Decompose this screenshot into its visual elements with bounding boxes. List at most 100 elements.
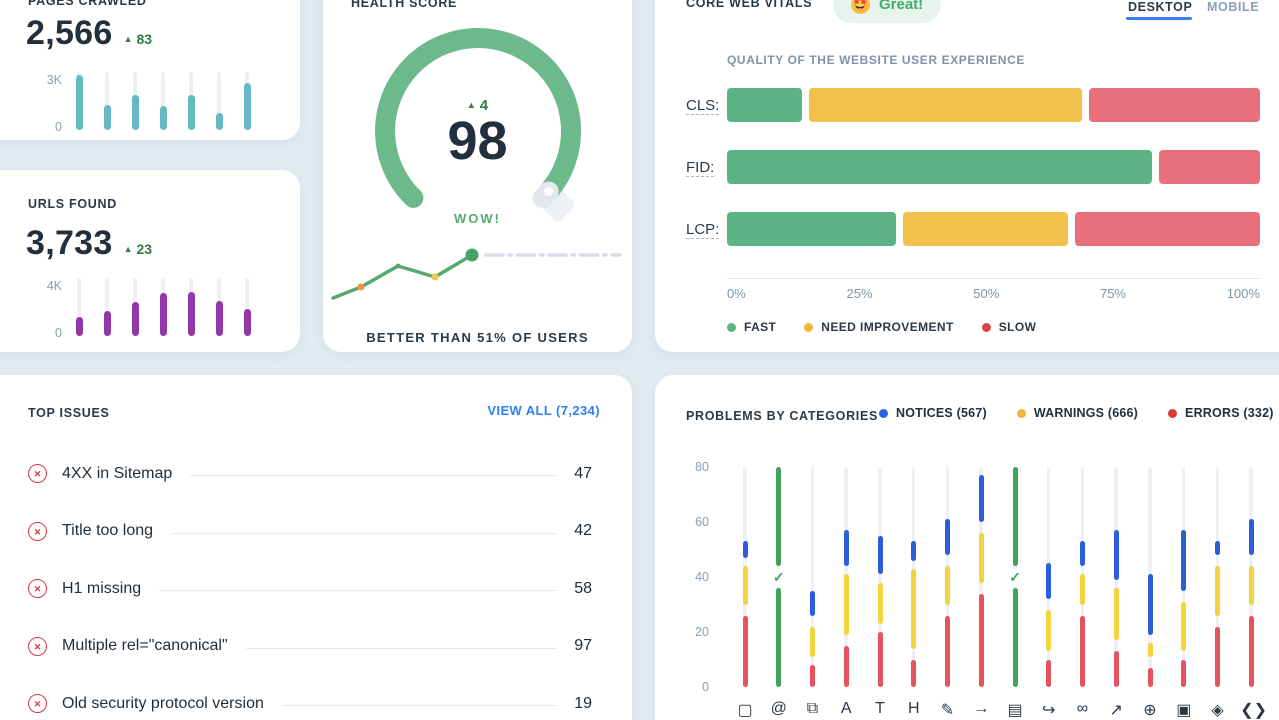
cwv-row: CLS: [686,88,1260,122]
cwv-segment-need-improvement [903,212,1068,246]
file-icon: ▤ [1007,702,1023,719]
issue-row[interactable]: ✕ Title too long 42 [28,503,592,561]
issue-row[interactable]: ✕ H1 missing 58 [28,560,592,618]
cwv-row: FID: [686,150,1260,184]
score-value: 98 [447,111,508,171]
notices-segment [810,590,815,616]
errors-segment [742,615,748,687]
issue-row[interactable]: ✕ Old security protocol version 19 [28,675,592,720]
warnings-segment [843,574,849,635]
metric-value: 2,566 [26,14,113,52]
return-arrow-icon: ↪ [1042,702,1056,719]
errors-segment [911,659,917,687]
issue-count: 58 [574,579,592,597]
issues-list: ✕ 4XX in Sitemap 47 ✕ Title too long 42 … [28,445,592,720]
cwv-stacked-bar [727,150,1260,184]
cwv-metric-label[interactable]: CLS: [686,96,720,114]
resolved-segment [776,588,782,687]
errors-segment [810,665,815,687]
warnings-segment [978,533,984,583]
warnings-segment [1215,566,1220,616]
arrow-up-icon: ▲ [123,34,133,44]
cwv-metric-label[interactable]: FID: [686,158,715,176]
warnings-segment [1046,610,1052,652]
cwv-segment-slow [1088,88,1260,122]
resolved-segment [1012,467,1018,566]
warnings-segment [877,582,883,624]
cwv-segment-slow [1074,212,1260,246]
bar-track [77,278,81,336]
notices-segment [742,541,748,558]
issue-count: 97 [574,637,592,655]
x-axis-tick: 75% [1099,286,1126,301]
leader-line [171,532,557,534]
pages-crawled-title: PAGES CRAWLED [28,0,147,8]
heading-icon: H [907,700,920,717]
urls-found-bar-chart [74,278,258,336]
notices-segment [877,535,883,575]
metric-delta: ▲ 23 [124,241,153,257]
delta-value: 23 [136,241,153,257]
status-badge: 🤩 Great! [833,0,942,23]
notices-segment [911,541,917,561]
issue-row[interactable]: ✕ 4XX in Sitemap 47 [28,445,592,503]
warnings-segment [810,626,815,657]
warnings-segment [1080,574,1085,605]
redirect-icon: → [973,700,990,717]
error-circle-icon: ✕ [28,694,47,714]
column-track [810,467,814,687]
core-web-vitals-subtitle: QUALITY OF THE WEBSITE USER EXPERIENCE [727,53,1025,67]
y-axis-tick: 0 [702,680,709,694]
x-axis-tick: 50% [973,286,1000,301]
bar [243,83,251,130]
issue-label: H1 missing [62,579,142,597]
delta-value: 83 [136,31,153,47]
issue-label: Old security protocol version [62,694,264,712]
y-axis-tick: 60 [695,515,709,529]
bar [75,75,83,130]
column-track [878,467,882,687]
category-icons-row: ▢ @ ⧉ A T H ✎ → ▤ ↪ ∞ ↗ ⊕ ▣ ◈ ❮❯ [715,700,1275,720]
blue-dot-icon [879,408,888,418]
issue-row[interactable]: ✕ Multiple rel="canonical" 97 [28,618,592,676]
bar [131,95,139,130]
active-tab-underline [1126,17,1192,20]
star-struck-emoji-icon: 🤩 [851,0,870,14]
arrow-up-icon: ▲ [466,100,476,110]
health-trend-chart [331,248,622,300]
bar [187,292,195,336]
arrow-up-icon: ▲ [123,244,133,254]
warnings-segment [1248,566,1254,605]
check-icon: ✓ [1006,568,1024,586]
core-web-vitals-title: CORE WEB VITALS [686,0,813,10]
errors-segment [1113,651,1119,687]
title-icon: T [875,700,885,717]
bar-track [161,72,165,130]
warnings-segment [742,566,748,605]
core-web-vitals-legend: FAST NEED IMPROVEMENT SLOW [727,320,1036,334]
notices-segment [1113,530,1119,580]
y-axis-tick: 3K [46,73,62,87]
health-score-gauge [375,28,582,208]
errors-segment [1080,615,1085,687]
red-dot-icon [981,322,991,332]
page-icon: ▢ [737,702,753,719]
tab-desktop[interactable]: DESKTOP [1128,0,1193,14]
bar-track [245,278,249,336]
issue-count: 42 [574,522,592,540]
notices-segment [1215,541,1220,555]
y-axis-tick: 40 [695,570,709,584]
errors-segment [1046,659,1052,687]
bar [159,293,167,336]
errors-segment [978,593,984,687]
red-dot-icon [1168,408,1178,418]
tab-mobile[interactable]: MOBILE [1207,0,1260,14]
cwv-metric-label[interactable]: LCP: [686,220,720,238]
view-all-link[interactable]: VIEW ALL (7,234) [487,403,600,418]
bar [215,301,223,336]
bar [103,105,111,130]
globe-icon: ⊕ [1143,702,1157,719]
world-icon: ◈ [1211,702,1224,719]
duplicate-icon: ⧉ [806,700,819,717]
